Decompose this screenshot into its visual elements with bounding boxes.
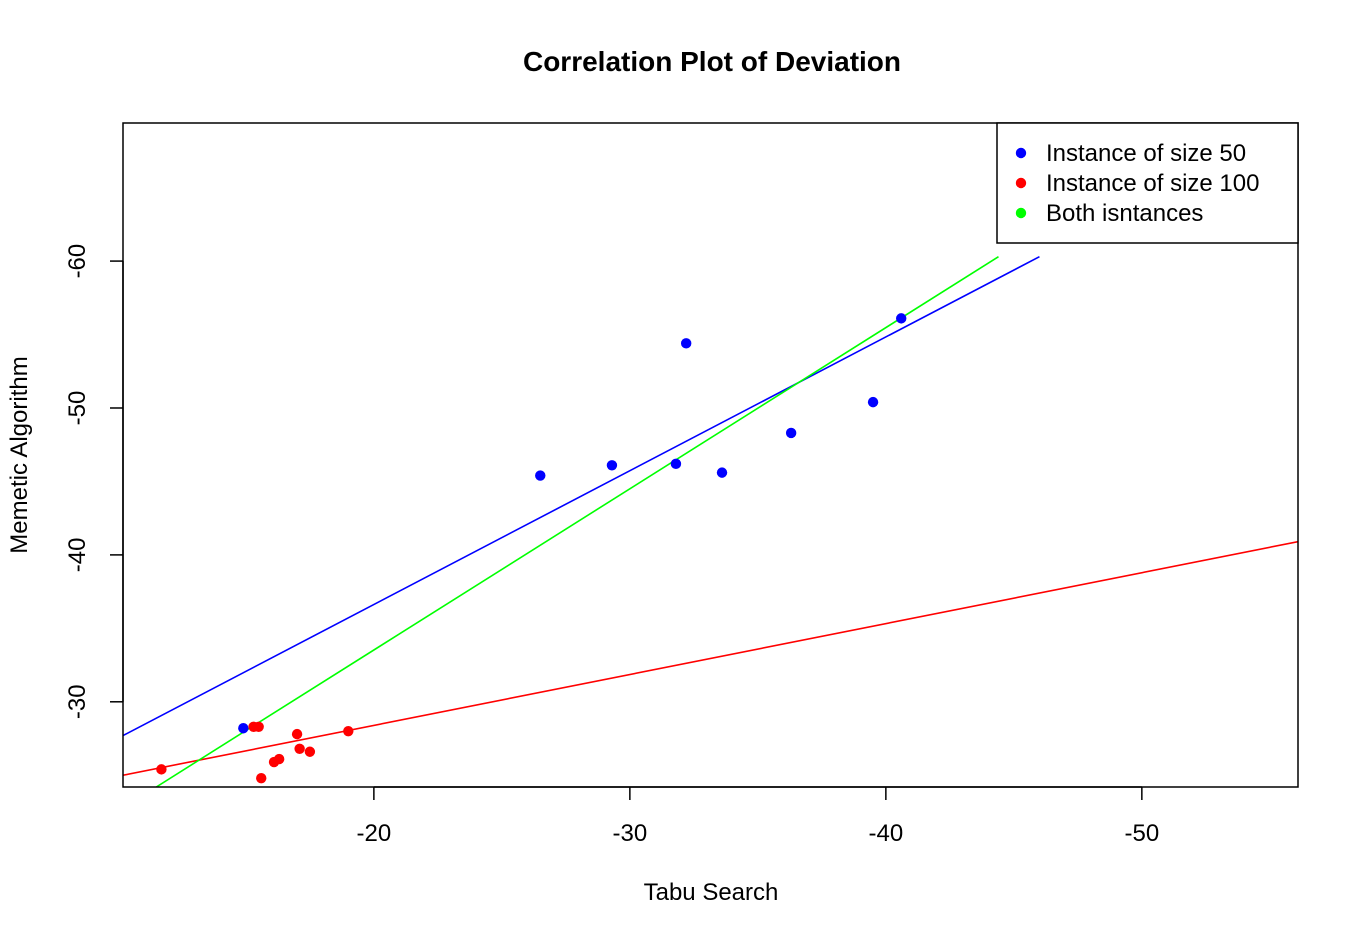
y-tick-label: -40 — [64, 538, 91, 573]
y-axis-label: Memetic Algorithm — [6, 356, 33, 553]
data-point-s2-4 — [256, 772, 267, 784]
data-point-s1-6 — [716, 467, 728, 478]
data-point-s2-8 — [294, 743, 305, 755]
x-tick-label: -20 — [357, 820, 392, 847]
data-point-s2-9 — [304, 746, 316, 757]
data-point-s2-7 — [291, 728, 303, 740]
data-point-s2-1 — [156, 764, 167, 775]
data-point-s1-7 — [785, 427, 797, 439]
regression-line-3 — [155, 256, 999, 787]
y-axis: -30 -40 -50 -60 — [64, 244, 124, 719]
legend-box — [996, 122, 1299, 244]
x-tick-label: -50 — [1125, 820, 1160, 847]
data-point-s2-6 — [273, 753, 285, 765]
data-points — [156, 313, 907, 784]
legend-label-3: Both isntances — [1046, 200, 1203, 227]
data-point-s1-8 — [867, 396, 879, 408]
data-point-s2-10 — [343, 725, 354, 737]
data-point-s1-5 — [680, 338, 692, 349]
data-point-s2-3 — [253, 721, 264, 732]
legend-marker-1 — [1015, 147, 1027, 159]
legend-marker-2 — [1015, 177, 1027, 189]
data-point-s1-4 — [670, 458, 682, 470]
data-point-s1-2 — [535, 470, 546, 481]
legend-marker-3 — [1015, 207, 1027, 219]
x-axis-label: Tabu Search — [644, 879, 779, 906]
data-point-s1-3 — [606, 460, 618, 471]
x-tick-label: -30 — [613, 820, 648, 847]
y-tick-label: -60 — [64, 244, 91, 279]
regression-lines — [123, 255, 1298, 787]
x-axis: -20 -30 -40 -50 — [357, 786, 1160, 847]
data-point-s1-1 — [238, 723, 249, 734]
y-tick-label: -50 — [64, 391, 91, 426]
regression-line-2 — [123, 540, 1298, 777]
legend-label-1: Instance of size 50 — [1046, 140, 1246, 167]
regression-line-1 — [123, 255, 1040, 737]
y-tick-label: -30 — [64, 684, 91, 719]
x-tick-label: -40 — [869, 820, 904, 847]
data-point-s1-9 — [896, 313, 907, 324]
legend: Instance of size 50 Instance of size 100 B… — [996, 122, 1299, 244]
chart-title: Correlation Plot of Deviation — [523, 46, 901, 77]
legend-label-2: Instance of size 100 — [1046, 170, 1259, 197]
